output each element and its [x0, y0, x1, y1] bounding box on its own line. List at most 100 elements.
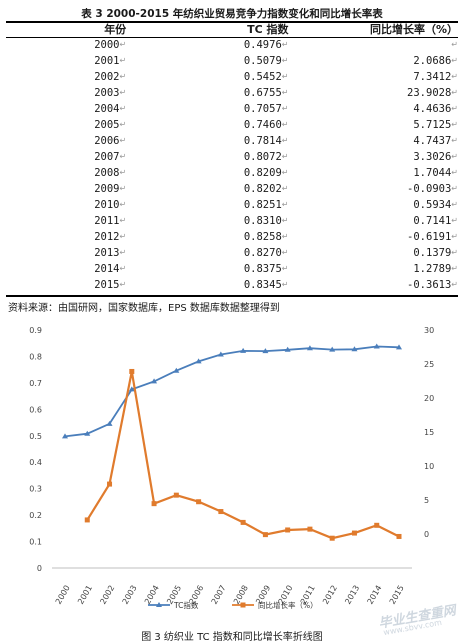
- cell-year: 2004↵: [94, 103, 127, 115]
- paragraph-mark-icon: ↵: [451, 104, 458, 113]
- tc-data-point: [396, 344, 402, 350]
- tc-data-point: [128, 386, 135, 392]
- table-row: 2012↵ 0.8258↵ -0.6191↵: [6, 229, 458, 245]
- cell-year: 2009↵: [94, 183, 127, 195]
- tc-data-point: [262, 348, 269, 354]
- cell-tc: 0.5452↵: [243, 71, 289, 83]
- paragraph-mark-icon: ↵: [451, 152, 458, 161]
- tc-data-point: [84, 430, 91, 436]
- paragraph-mark-icon: ↵: [451, 216, 458, 225]
- table-row: 2014↵ 0.8375↵ 1.2789↵: [6, 261, 458, 277]
- y-right-tick-label: 20: [424, 394, 434, 403]
- paragraph-mark-icon: ↵: [451, 88, 458, 97]
- paragraph-mark-icon: ↵: [119, 248, 127, 257]
- table-top-rule: [6, 21, 458, 23]
- x-tick-label: 2013: [343, 584, 361, 606]
- paragraph-mark-icon: ↵: [281, 184, 289, 193]
- growth-data-point: [107, 481, 113, 487]
- table-title: 表 3 2000-2015 年纺织业贸易竞争力指数变化和同比增长率表: [81, 8, 383, 20]
- cell-year: 2013↵: [94, 247, 127, 259]
- source-note: 资料来源：由国研网，国家数据库，EPS 数据库数据整理得到: [8, 303, 280, 314]
- cell-tc: 0.7057↵: [243, 103, 289, 115]
- header-growth: 同比增长率（%）: [369, 23, 458, 36]
- cell-growth: -0.6191↵: [407, 231, 458, 243]
- table-row: 2002↵ 0.5452↵ 7.3412↵: [6, 69, 458, 85]
- line-chart: 0 0.1 0.2 0.3 0.4 0.5 0.6 0.7 0.8 0.9 0 5 10 15 20 25 30…: [29, 326, 434, 610]
- table-bottom-rule: [6, 295, 458, 297]
- growth-data-point: [262, 532, 268, 538]
- growth-data-point: [173, 492, 179, 498]
- legend-label: 同比增长率（%）: [258, 600, 318, 610]
- x-tick-label: 2007: [210, 584, 228, 606]
- x-tick-label: 2000: [54, 584, 72, 606]
- cell-tc: 0.8209↵: [243, 167, 289, 179]
- paragraph-mark-icon: ↵: [119, 72, 127, 81]
- cell-year: 2000↵: [94, 39, 127, 51]
- paragraph-mark-icon: ↵: [281, 200, 289, 209]
- series-line-growth: [86, 371, 400, 540]
- growth-data-point: [129, 368, 135, 374]
- cell-tc: 0.6755↵: [243, 87, 289, 99]
- tc-data-point: [195, 358, 202, 364]
- tc-data-point: [240, 347, 247, 353]
- paragraph-mark-icon: ↵: [281, 152, 289, 161]
- cell-growth: 7.3412↵: [413, 71, 458, 83]
- paragraph-mark-icon: ↵: [451, 120, 458, 129]
- tc-data-point: [62, 433, 68, 439]
- paragraph-mark-icon: ↵: [281, 216, 289, 225]
- paragraph-mark-icon: ↵: [119, 120, 127, 129]
- paragraph-mark-icon: ↵: [281, 168, 289, 177]
- paragraph-mark-icon: ↵: [451, 264, 458, 273]
- growth-data-point: [84, 517, 90, 523]
- table-row: 2010↵ 0.8251↵ 0.5934↵: [6, 197, 458, 213]
- paragraph-mark-icon: ↵: [451, 40, 458, 49]
- cell-tc: 0.8310↵: [243, 215, 289, 227]
- paragraph-mark-icon: ↵: [451, 248, 458, 257]
- y-right-tick-label: 10: [424, 462, 434, 471]
- growth-data-point: [218, 509, 224, 515]
- cell-growth: 2.0686↵: [413, 55, 458, 67]
- cell-tc: 0.8202↵: [243, 183, 289, 195]
- paragraph-mark-icon: ↵: [451, 56, 458, 65]
- paragraph-mark-icon: ↵: [281, 88, 289, 97]
- paragraph-mark-icon: ↵: [119, 136, 127, 145]
- paragraph-mark-icon: ↵: [119, 232, 127, 241]
- y-left-tick-label: 0.2: [29, 511, 42, 520]
- cell-growth: 1.2789↵: [413, 263, 458, 275]
- x-tick-label: 2004: [143, 584, 161, 606]
- paragraph-mark-icon: ↵: [451, 184, 458, 193]
- cell-year: 2001↵: [94, 55, 127, 67]
- y-left-tick-label: 0.9: [29, 326, 42, 335]
- y-right-tick-label: 5: [424, 496, 429, 505]
- series-line-tc: [64, 345, 400, 438]
- x-tick-label: 2014: [366, 584, 384, 606]
- growth-data-point: [196, 499, 202, 505]
- cell-tc: 0.8258↵: [243, 231, 289, 243]
- tc-data-point: [373, 343, 380, 349]
- cell-year: 2003↵: [94, 87, 127, 99]
- tc-data-point: [351, 346, 358, 352]
- tc-data-point: [106, 420, 113, 426]
- cell-growth: 23.9028↵: [407, 87, 458, 99]
- y-left-tick-label: 0.3: [29, 485, 42, 494]
- x-tick-label: 2012: [321, 584, 339, 606]
- table-row: 2000↵ 0.4976↵ ↵: [6, 37, 458, 53]
- table-row: 2013↵ 0.8270↵ 0.1379↵: [6, 245, 458, 261]
- table-header-rule: [6, 37, 458, 38]
- header-tc: TC 指数: [247, 23, 289, 36]
- growth-data-point: [374, 522, 380, 528]
- paragraph-mark-icon: ↵: [119, 184, 127, 193]
- table-row: 2001↵ 0.5079↵ 2.0686↵: [6, 53, 458, 69]
- table-row: 2015↵ 0.8345↵ -0.3613↵: [6, 277, 458, 293]
- cell-growth: 0.5934↵: [413, 199, 458, 211]
- data-table: 年份 TC 指数 同比增长率（%） 2000↵ 0.4976↵ ↵ 2001↵ 0.50…: [6, 22, 458, 293]
- paragraph-mark-icon: ↵: [281, 72, 289, 81]
- cell-year: 2011↵: [94, 215, 127, 227]
- paragraph-mark-icon: ↵: [281, 40, 289, 49]
- cell-tc: 0.8345↵: [243, 279, 289, 291]
- legend-label: TC指数: [173, 600, 199, 610]
- table-row: 2006↵ 0.7814↵ 4.7437↵: [6, 133, 458, 149]
- y-left-tick-label: 0.6: [29, 405, 42, 414]
- paragraph-mark-icon: ↵: [451, 232, 458, 241]
